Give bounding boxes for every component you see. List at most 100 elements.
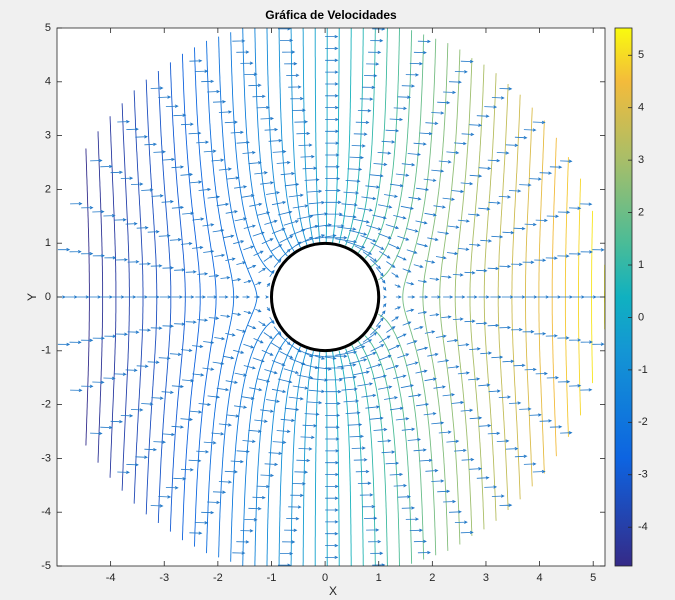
velocity-arrow [325,24,337,27]
velocity-arrow [325,543,339,548]
velocity-arrow [345,345,366,353]
equipotential-line [314,28,321,566]
velocity-arrow [569,252,582,256]
velocity-arrow [535,371,548,376]
velocity-arrow [252,94,266,99]
velocity-arrow [288,505,302,509]
velocity-arrow [580,388,593,392]
velocity-arrow [451,400,465,405]
velocity-arrow [335,238,358,244]
velocity-arrow [510,262,523,267]
velocity-arrow [379,251,391,259]
velocity-arrow [545,334,558,338]
velocity-arrow [382,286,387,291]
velocity-arrow [370,258,382,270]
velocity-arrow [349,155,365,160]
velocity-arrow [496,151,510,155]
velocity-arrow [310,212,329,216]
velocity-arrow [393,106,407,111]
velocity-arrow [469,467,483,471]
velocity-arrow [592,248,605,252]
velocity-arrow [296,131,311,136]
velocity-arrow [523,128,537,132]
velocity-arrow [417,310,428,315]
velocity-arrow [405,73,420,77]
velocity-arrow [389,472,404,477]
velocity-arrow [247,324,257,330]
velocity-arrow [529,413,542,417]
velocity-arrow [560,431,573,435]
velocity-arrow [271,360,286,366]
velocity-arrow [363,74,378,78]
velocity-arrow [557,380,571,384]
velocity-arrow [241,194,255,198]
velocity-arrow [136,364,149,368]
velocity-arrow [150,264,163,268]
velocity-arrow [416,346,429,351]
velocity-arrow [165,104,179,108]
velocity-arrow [584,295,597,299]
velocity-arrow [298,447,313,451]
velocity-arrow [400,205,414,210]
velocity-arrow [198,187,212,192]
velocity-arrow [264,462,279,467]
velocity-arrow [192,344,204,349]
velocity-arrow [413,50,427,55]
velocity-arrow [379,335,391,343]
velocity-arrow [370,324,382,336]
velocity-arrow [218,110,233,114]
velocity-arrow [524,222,537,227]
velocity-arrow [325,165,340,169]
equipotential-line [278,28,301,566]
velocity-arrow [234,405,248,409]
velocity-arrow [441,315,452,319]
velocity-arrow [401,163,416,167]
velocity-arrow [100,425,113,430]
velocity-arrow [114,218,127,222]
velocity-arrow [284,182,300,187]
velocity-arrow [469,243,481,247]
velocity-arrow [180,468,194,472]
velocity-arrow [499,264,511,269]
velocity-arrow [225,210,238,214]
velocity-arrow [174,268,186,272]
velocity-arrow [349,434,365,439]
velocity-arrow [366,528,380,532]
velocity-arrow [406,308,415,312]
velocity-arrow [196,140,210,144]
velocity-arrow [125,368,138,372]
velocity-arrow [212,100,227,104]
velocity-arrow [380,276,386,284]
velocity-arrow [580,202,593,206]
velocity-arrow [464,319,476,323]
velocity-arrow [487,323,500,328]
velocity-arrow [300,155,315,159]
velocity-arrow [478,424,492,428]
velocity-arrow [207,89,221,94]
velocity-arrow [417,550,431,555]
velocity-arrow [385,461,400,465]
velocity-arrow [211,158,225,162]
velocity-arrow [126,463,139,467]
velocity-arrow [171,295,184,299]
velocity-arrow [406,249,418,254]
velocity-arrow [241,396,255,400]
velocity-arrow [325,532,339,536]
velocity-arrow [502,295,514,299]
velocity-arrow [180,122,194,126]
velocity-arrow [446,251,459,256]
velocity-arrow [370,39,384,43]
velocity-arrow [150,504,164,508]
velocity-arrow [233,349,245,354]
velocity-arrow [406,282,415,286]
velocity-arrow [162,266,175,270]
velocity-arrow [242,151,256,155]
velocity-arrow [195,295,207,299]
velocity-arrow [388,243,401,250]
velocity-arrow [361,196,377,201]
velocity-arrow [252,231,265,237]
velocity-arrow [243,310,252,315]
velocity-arrow [484,485,498,489]
velocity-arrow [225,333,236,337]
velocity-arrow [568,206,582,210]
